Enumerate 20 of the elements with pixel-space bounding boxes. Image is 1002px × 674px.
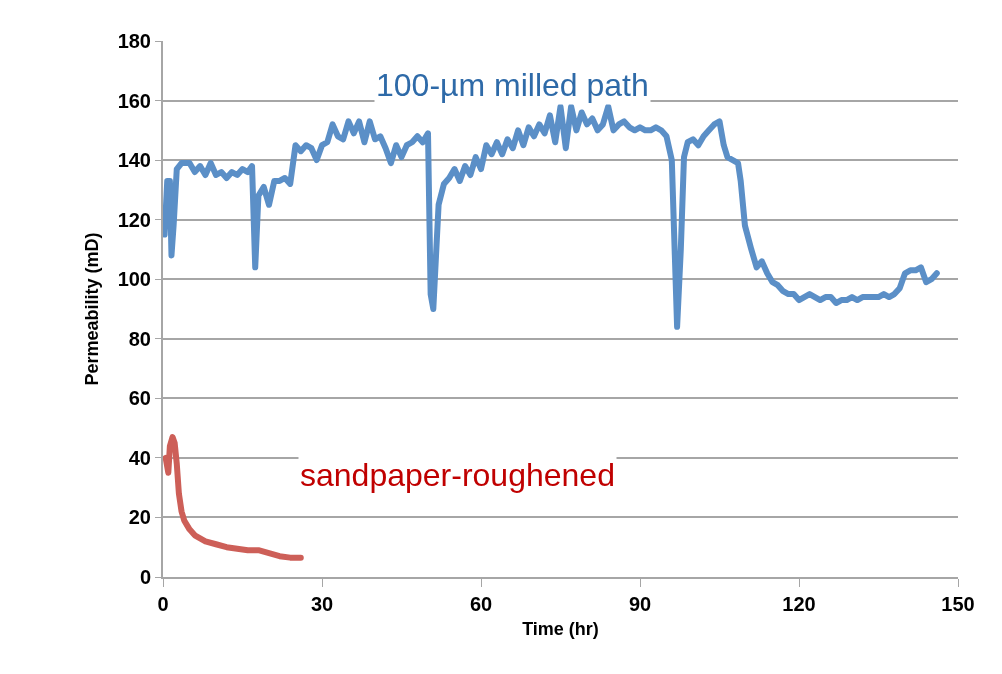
x-tick-label: 60 — [469, 593, 493, 615]
y-axis-title: Permeability (mD) — [82, 232, 103, 386]
x-axis-title: Time (hr) — [522, 618, 599, 639]
x-tick-label: 30 — [310, 593, 334, 615]
y-tick-label: 100 — [117, 268, 151, 291]
y-tick-label: 0 — [139, 566, 151, 588]
x-tick-label: 90 — [628, 593, 652, 615]
y-tick-label: 120 — [117, 208, 151, 231]
text: sandpaper-roughened — [300, 457, 615, 493]
y-tick-label: 40 — [128, 446, 151, 469]
y-tick-label: 180 — [117, 30, 151, 52]
y-tick-label: 160 — [117, 89, 151, 112]
y-tick-label: 80 — [128, 327, 151, 350]
series-label: 100-µm milled path — [376, 67, 649, 103]
y-tick-label: 140 — [117, 149, 151, 172]
x-tick-label: 150 — [941, 593, 975, 615]
x-tick-label: 120 — [782, 593, 816, 615]
x-tick-label: 0 — [157, 593, 169, 615]
y-tick-label: 60 — [128, 387, 151, 410]
y-tick-label: 20 — [128, 506, 151, 529]
